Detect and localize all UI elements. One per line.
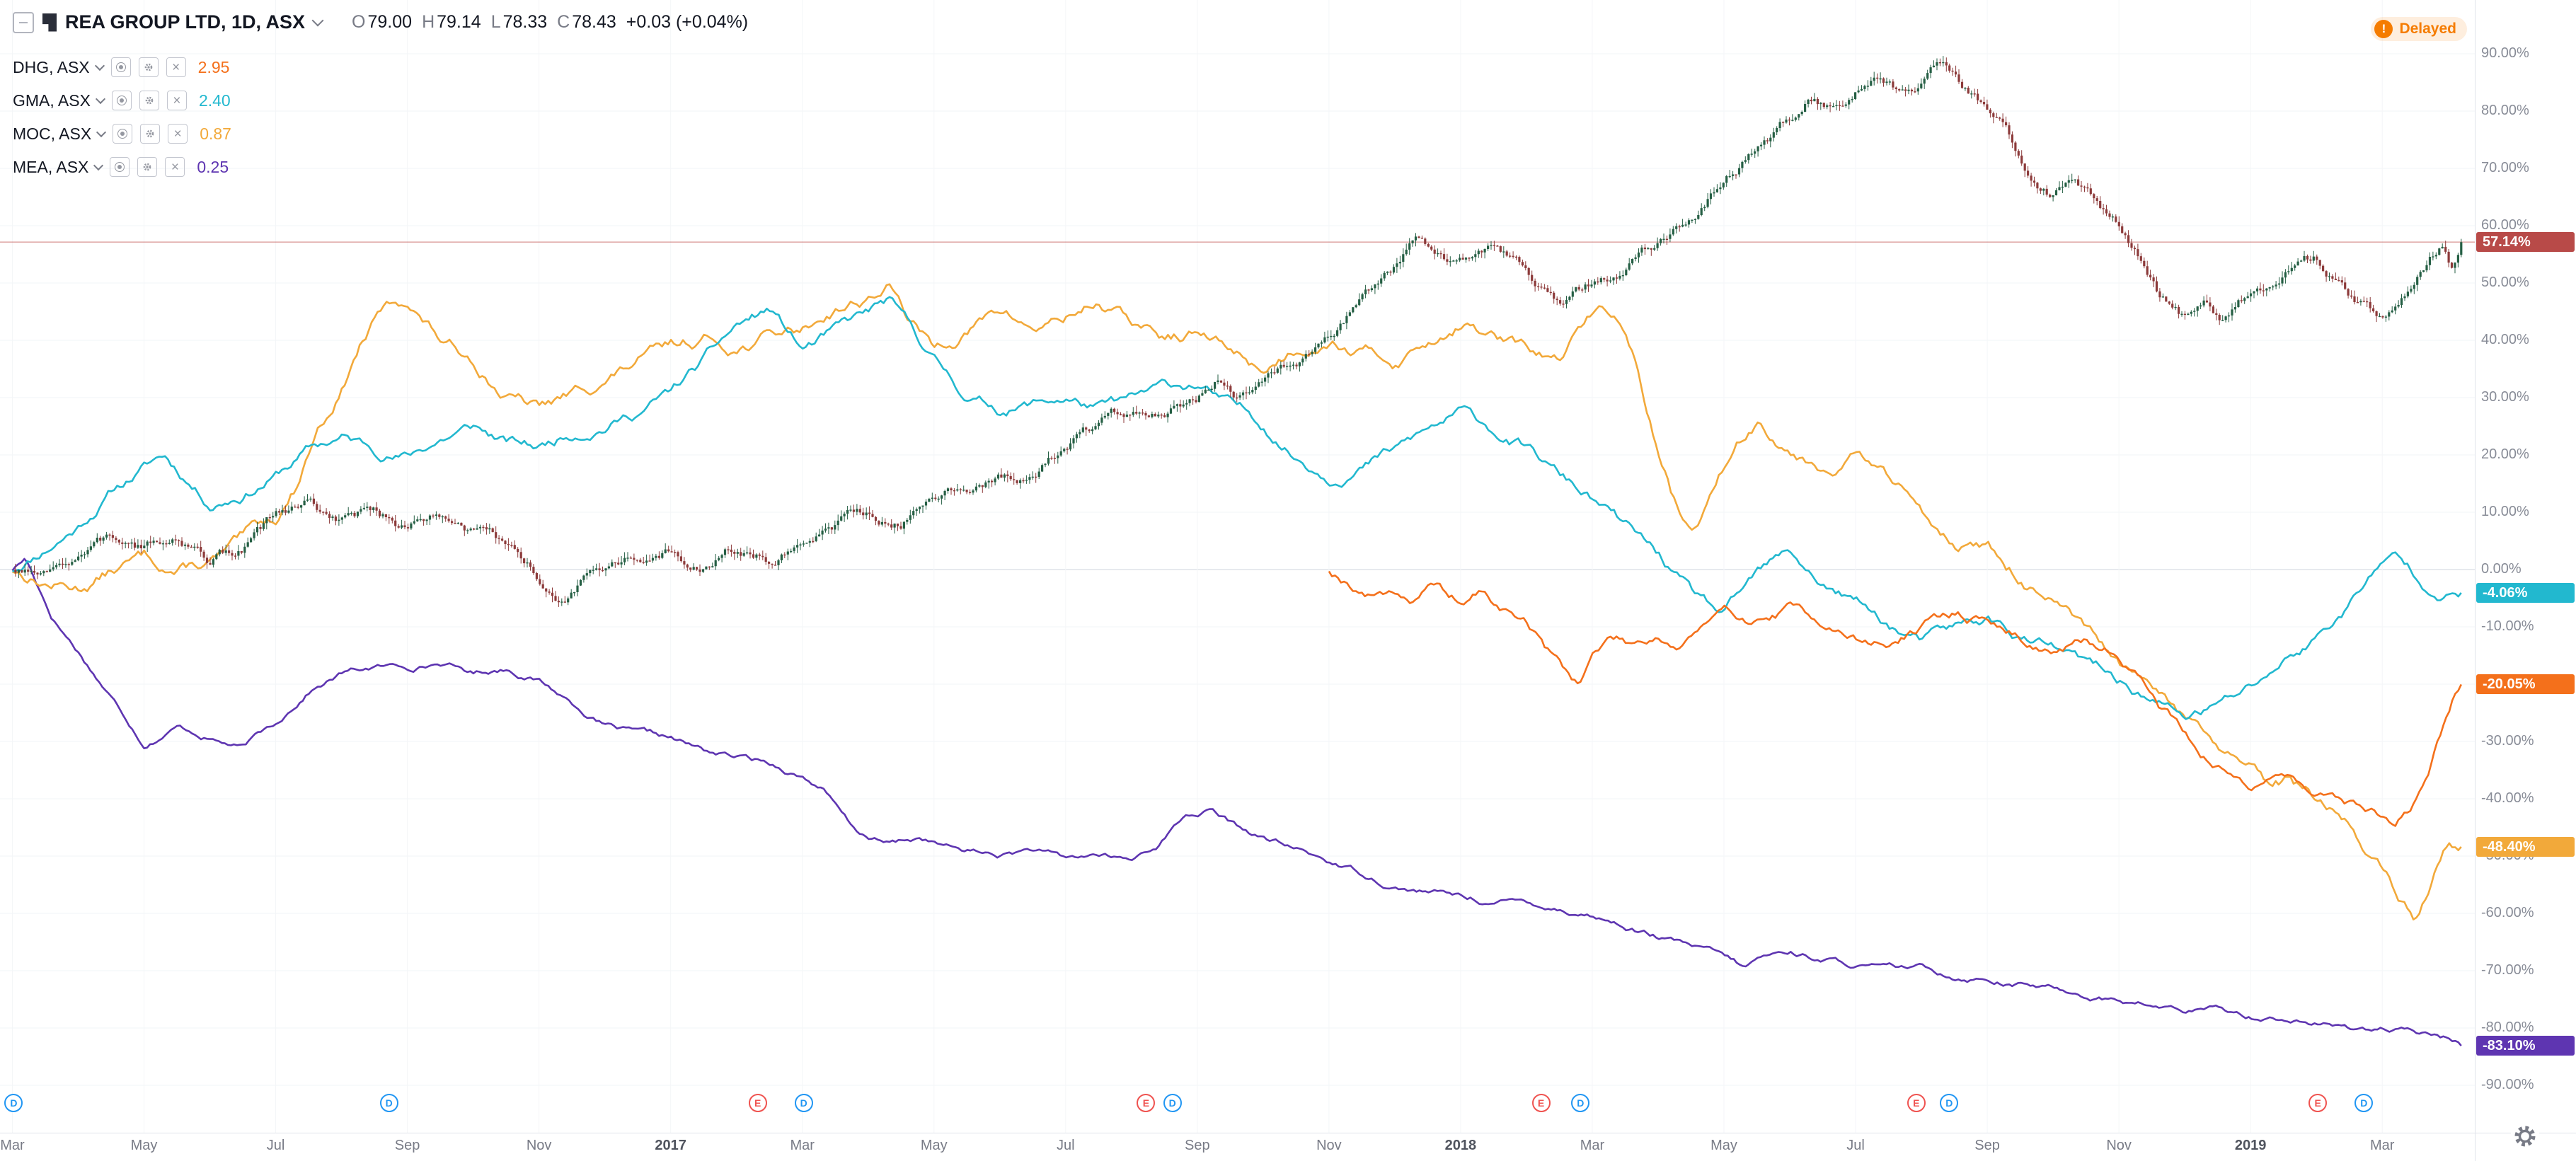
close-value: 78.43 xyxy=(572,12,616,32)
close-icon[interactable]: × xyxy=(168,124,188,144)
high-value: 79.14 xyxy=(437,12,481,32)
symbol-logo-icon xyxy=(42,13,57,32)
settings-icon[interactable] xyxy=(139,91,159,110)
visibility-icon[interactable] xyxy=(111,91,132,110)
visibility-icon[interactable] xyxy=(113,124,133,144)
dividend-marker[interactable]: D xyxy=(1940,1094,1959,1112)
earnings-marker[interactable]: E xyxy=(1137,1094,1156,1112)
settings-icon[interactable] xyxy=(137,157,158,177)
symbol-title[interactable]: REA GROUP LTD, 1D, ASX xyxy=(65,11,306,33)
candle-bodies-down xyxy=(14,62,2454,603)
close-icon[interactable]: × xyxy=(166,57,186,77)
open-value: 79.00 xyxy=(367,12,413,32)
close-icon[interactable]: × xyxy=(165,157,185,177)
dividend-marker[interactable]: D xyxy=(1571,1094,1590,1112)
legend-symbol-button[interactable]: GMA, ASX xyxy=(13,91,91,110)
ohlc-readout: O 79.00 H 79.14 L 78.33 C 78.43 +0.03 (+0.04… xyxy=(342,12,748,33)
close-label: C xyxy=(557,12,570,32)
chevron-down-icon[interactable] xyxy=(95,93,106,105)
high-label: H xyxy=(422,12,435,32)
chevron-down-icon[interactable] xyxy=(311,14,324,26)
chevron-down-icon[interactable] xyxy=(94,60,105,71)
dividend-marker[interactable]: D xyxy=(2354,1094,2374,1112)
low-value: 78.33 xyxy=(502,12,548,32)
legend-symbol-button[interactable]: DHG, ASX xyxy=(13,57,90,76)
eye-glyph xyxy=(117,129,128,139)
earnings-marker[interactable]: E xyxy=(2308,1094,2328,1112)
delayed-badge[interactable]: ! Delayed xyxy=(2371,17,2467,41)
chart-header: REA GROUP LTD, 1D, ASX O 79.00 H 79.14 L 78… xyxy=(13,11,748,33)
legend-symbol-button[interactable]: MEA, ASX xyxy=(13,157,89,176)
eye-glyph xyxy=(115,62,126,72)
legend-row: GMA, ASX × 2.40 xyxy=(13,90,231,111)
eye-glyph xyxy=(116,96,127,105)
dividend-marker[interactable]: D xyxy=(1163,1094,1182,1112)
candle-wicks-up xyxy=(18,56,2462,606)
legend-value: 2.40 xyxy=(198,91,231,110)
legend-row: MOC, ASX × 0.87 xyxy=(13,123,231,144)
series-line-dhg xyxy=(1328,570,2462,827)
settings-gear-button[interactable] xyxy=(2511,1122,2539,1150)
legend-row: DHG, ASX × 2.95 xyxy=(13,57,231,78)
settings-icon[interactable] xyxy=(138,57,159,77)
dividend-marker[interactable]: D xyxy=(4,1094,23,1112)
series-line-gma xyxy=(12,296,2462,720)
legend-value: 0.25 xyxy=(197,157,229,176)
panel-collapse-icon[interactable] xyxy=(13,11,34,33)
earnings-marker[interactable]: E xyxy=(1907,1094,1926,1112)
price-axis-border xyxy=(2475,0,2476,1161)
series-line-mea xyxy=(11,558,2462,1046)
visibility-icon[interactable] xyxy=(110,157,130,177)
settings-icon[interactable] xyxy=(140,124,161,144)
compare-legend: DHG, ASX × 2.95 GMA, ASX × 2.40 MOC, ASX… xyxy=(13,57,231,178)
chevron-down-icon[interactable] xyxy=(96,127,107,138)
candle-wicks-down xyxy=(15,57,2452,607)
gear-icon xyxy=(2514,1126,2536,1147)
legend-symbol-button[interactable]: MOC, ASX xyxy=(13,124,92,143)
close-icon[interactable]: × xyxy=(166,91,187,110)
legend-row: MEA, ASX × 0.25 xyxy=(13,156,231,178)
earnings-marker[interactable]: E xyxy=(748,1094,767,1112)
series-line-moc xyxy=(11,283,2462,920)
earnings-marker[interactable]: E xyxy=(1531,1094,1551,1112)
legend-value: 0.87 xyxy=(200,124,231,143)
minus-glyph xyxy=(19,21,28,23)
delayed-label: Delayed xyxy=(2399,21,2456,37)
chevron-down-icon[interactable] xyxy=(93,160,104,171)
change-value: +0.03 (+0.04%) xyxy=(626,12,749,32)
exclamation-icon: ! xyxy=(2374,20,2393,38)
visibility-icon[interactable] xyxy=(110,57,131,77)
open-label: O xyxy=(352,12,366,32)
candle-bodies-up xyxy=(17,62,2463,603)
dividend-marker[interactable]: D xyxy=(379,1094,398,1112)
dividend-marker[interactable]: D xyxy=(794,1094,813,1112)
eye-glyph xyxy=(115,162,125,172)
legend-value: 2.95 xyxy=(197,57,230,76)
low-label: L xyxy=(490,12,501,32)
